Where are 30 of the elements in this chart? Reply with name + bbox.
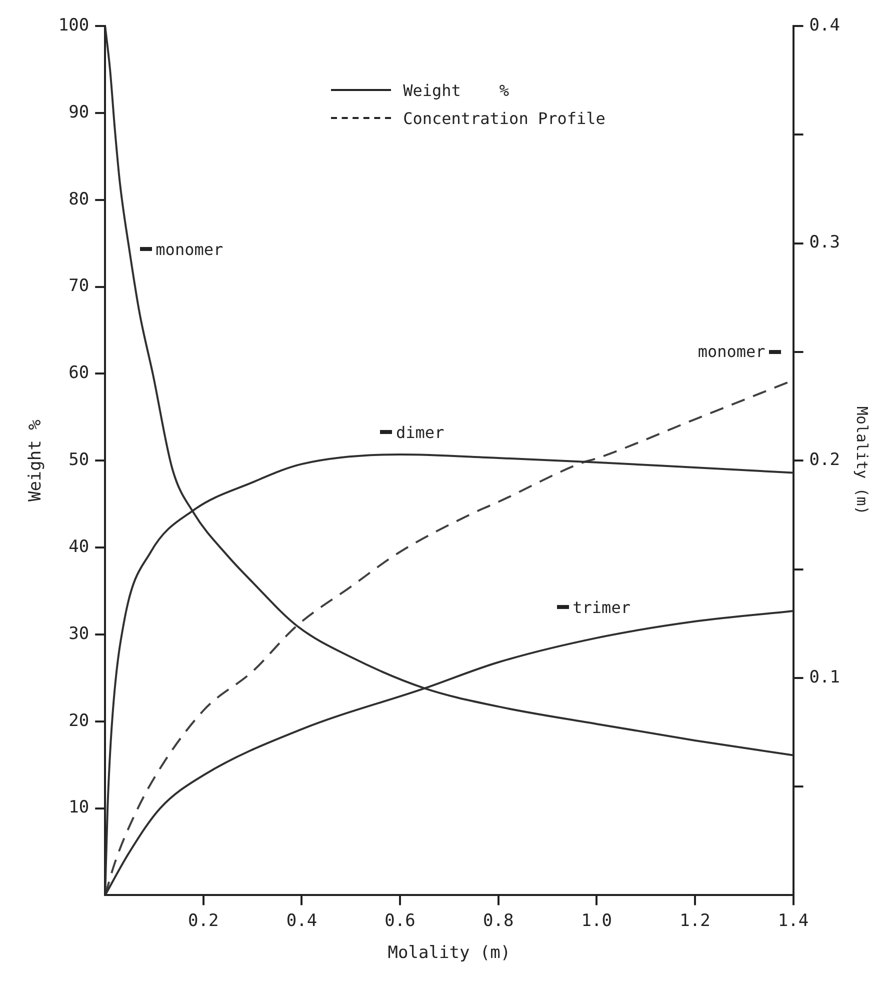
annotation: Weight % <box>403 80 510 100</box>
y-tick-label: 10 <box>68 798 90 818</box>
y2-tick-label: 0.2 <box>809 450 840 470</box>
y-tick-label: 90 <box>68 102 90 122</box>
y-tick-label: 40 <box>68 536 90 557</box>
x-tick-label: 1.0 <box>581 910 612 931</box>
y-axis-title: Weight % <box>26 420 46 502</box>
legend-label: trimer <box>572 598 630 617</box>
x-tick-label: 0.2 <box>188 910 219 931</box>
y2-tick-label: 0.4 <box>809 15 840 36</box>
x-axis-title: Molality (m) <box>388 943 511 964</box>
series-label: monomer <box>698 342 766 362</box>
x-tick-label: 1.4 <box>778 910 809 931</box>
y-tick-label: 80 <box>68 189 90 210</box>
y2-tick-label: 0.3 <box>809 232 840 253</box>
legend-label: dimer <box>396 422 444 442</box>
y-tick-label: 30 <box>68 624 90 644</box>
y2-tick-label: 0.1 <box>809 667 840 688</box>
y-tick-label: 60 <box>68 363 90 384</box>
y2-axis-title: Molality (m) <box>853 406 872 515</box>
y-tick-label: 50 <box>68 450 90 470</box>
x-tick-label: 0.6 <box>384 910 416 931</box>
annotation: Concentration Profile <box>403 108 606 128</box>
x-tick-label: 0.4 <box>286 910 318 931</box>
y-tick-label: 70 <box>68 276 90 296</box>
x-tick-label: 0.8 <box>482 910 514 931</box>
y-tick-label: 100 <box>58 15 90 36</box>
y-tick-label: 20 <box>68 710 90 731</box>
legend-label: monomer <box>156 240 224 259</box>
x-tick-label: 1.2 <box>680 910 710 931</box>
